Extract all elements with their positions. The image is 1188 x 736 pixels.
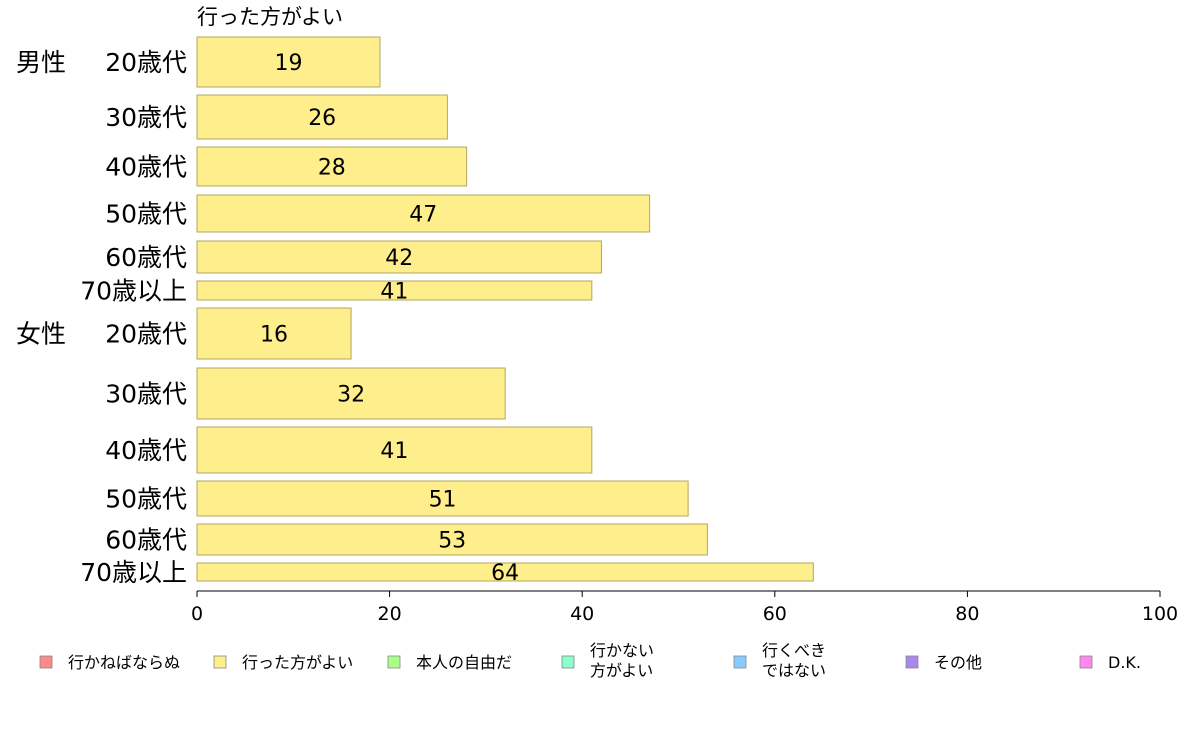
bar bbox=[196, 240, 602, 274]
row-label: 50歳代 bbox=[105, 485, 187, 514]
legend-swatch bbox=[1079, 655, 1093, 669]
legend-swatch bbox=[561, 655, 575, 669]
bar bbox=[196, 367, 506, 420]
legend-label: D.K. bbox=[1108, 653, 1141, 672]
group-label: 男性 bbox=[16, 48, 66, 77]
data-label: 47 bbox=[409, 203, 437, 228]
data-label: 41 bbox=[380, 280, 408, 305]
data-label: 16 bbox=[260, 323, 288, 348]
group-label: 女性 bbox=[16, 320, 66, 349]
legend-swatch bbox=[213, 655, 227, 669]
bar bbox=[196, 562, 814, 582]
row-label: 60歳代 bbox=[105, 243, 187, 272]
data-label: 19 bbox=[274, 51, 302, 76]
x-tick-label: 0 bbox=[191, 603, 203, 625]
legend-label: 行くべき bbox=[762, 641, 826, 660]
x-axis: 0 20 40 60 80 100 bbox=[191, 590, 1178, 625]
x-tick-label: 60 bbox=[763, 603, 787, 625]
legend-swatch bbox=[39, 655, 53, 669]
legend-swatch bbox=[387, 655, 401, 669]
row-label: 20歳代 bbox=[105, 48, 187, 77]
row-label: 20歳代 bbox=[105, 320, 187, 349]
row-label: 30歳代 bbox=[105, 103, 187, 132]
data-label: 26 bbox=[308, 106, 336, 131]
bar bbox=[196, 280, 593, 301]
row-label: 60歳代 bbox=[105, 526, 187, 555]
legend-swatch bbox=[905, 655, 919, 669]
bar bbox=[196, 523, 708, 556]
legend-label: 行かない bbox=[590, 641, 654, 660]
x-tick-label: 40 bbox=[570, 603, 594, 625]
data-label: 51 bbox=[429, 488, 457, 513]
bar bbox=[196, 307, 352, 360]
x-tick-label: 80 bbox=[955, 603, 979, 625]
row-label: 40歳代 bbox=[105, 436, 187, 465]
row-label: 40歳代 bbox=[105, 153, 187, 182]
row-label: 70歳以上 bbox=[80, 277, 187, 306]
bar bbox=[196, 480, 689, 517]
bar bbox=[196, 194, 651, 233]
legend-label: 行かねばならぬ bbox=[68, 653, 180, 672]
data-label: 64 bbox=[491, 561, 519, 586]
row-label: 70歳以上 bbox=[80, 558, 187, 587]
data-label: 53 bbox=[438, 529, 466, 554]
x-tick-label: 20 bbox=[378, 603, 402, 625]
legend-label: ではない bbox=[762, 661, 826, 680]
data-label: 32 bbox=[337, 383, 365, 408]
legend-swatch bbox=[733, 655, 747, 669]
data-label: 42 bbox=[385, 246, 413, 271]
row-label: 30歳代 bbox=[105, 380, 187, 409]
bars-layer: 19 20歳代 男性 26 30歳代 28 40歳代 47 50歳代 42 60歳代 41 70歳以上 1… bbox=[16, 36, 814, 587]
bar bbox=[196, 426, 593, 474]
legend-label: その他 bbox=[934, 653, 982, 672]
bar bbox=[196, 146, 468, 187]
x-tick-label: 100 bbox=[1142, 603, 1178, 625]
row-label: 50歳代 bbox=[105, 200, 187, 229]
data-label: 28 bbox=[318, 156, 346, 181]
series-title: 行った方がよい bbox=[197, 5, 343, 29]
legend-label: 方がよい bbox=[590, 661, 653, 680]
legend-label: 本人の自由だ bbox=[416, 653, 512, 672]
bar bbox=[196, 36, 381, 88]
data-label: 41 bbox=[380, 439, 408, 464]
bar bbox=[196, 94, 448, 140]
legend-label: 行った方がよい bbox=[242, 653, 353, 672]
